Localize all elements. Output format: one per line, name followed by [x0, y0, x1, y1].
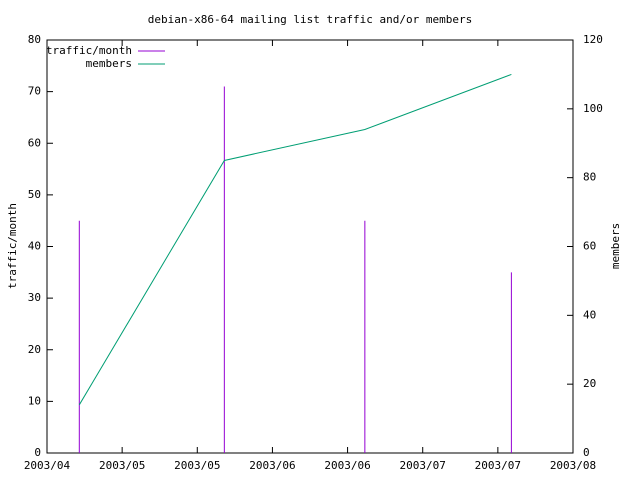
y-tick-label: 60	[28, 136, 41, 149]
y-tick-label: 20	[28, 343, 41, 356]
x-tick-label: 2003/06	[249, 459, 295, 472]
y2-tick-label: 0	[583, 446, 590, 459]
y-axis-label: traffic/month	[6, 203, 19, 289]
x-tick-label: 2003/04	[24, 459, 71, 472]
x-tick-label: 2003/07	[400, 459, 446, 472]
y2-tick-label: 100	[583, 102, 603, 115]
y2-tick-label: 60	[583, 240, 596, 253]
legend-label: members	[86, 57, 132, 70]
plot-frame	[46, 39, 574, 454]
line	[78, 73, 512, 406]
y2-tick-label: 20	[583, 377, 596, 390]
y-tick-label: 50	[28, 188, 41, 201]
y-tick-label: 70	[28, 85, 41, 98]
chart-title: debian-x86-64 mailing list traffic and/o…	[148, 13, 473, 26]
y-tick-label: 0	[34, 446, 41, 459]
x-tick-label: 2003/08	[550, 459, 596, 472]
x-tick-label: 2003/07	[475, 459, 521, 472]
y-tick-label: 10	[28, 394, 41, 407]
y2-axis-label: members	[609, 223, 622, 269]
y2-tick-label: 80	[583, 171, 596, 184]
y-tick-label: 80	[28, 33, 41, 46]
legend-label: traffic/month	[46, 44, 132, 57]
y-tick-label: 40	[28, 240, 41, 253]
x-tick-label: 2003/05	[174, 459, 220, 472]
x-tick-label: 2003/05	[99, 459, 145, 472]
y2-tick-label: 40	[583, 308, 596, 321]
x-tick-label: 2003/06	[324, 459, 370, 472]
y2-tick-label: 120	[583, 33, 603, 46]
y-tick-label: 30	[28, 291, 41, 304]
